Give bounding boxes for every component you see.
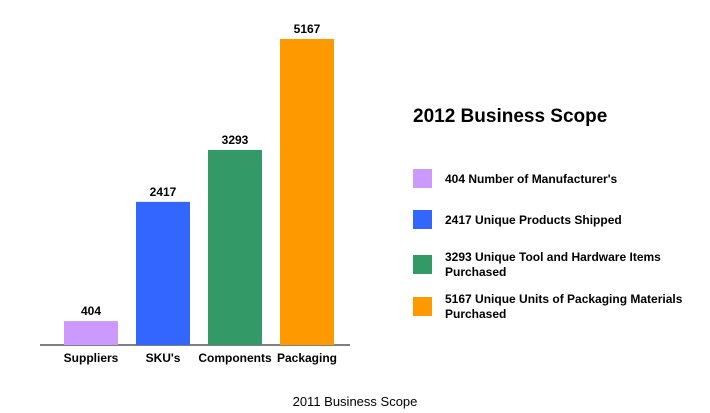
legend-label-suppliers: 404 Number of Manufacturer's bbox=[445, 172, 618, 186]
legend-label-packaging: 5167 Unique Units of Packaging Materials… bbox=[445, 292, 683, 321]
data-label-components: 3293 bbox=[222, 133, 249, 147]
data-label-sku-s: 2417 bbox=[150, 185, 177, 199]
legend-label-skus: 2417 Unique Products Shipped bbox=[445, 213, 622, 227]
legend-swatch-suppliers bbox=[413, 169, 432, 188]
tick-label-sku-s: SKU's bbox=[146, 351, 181, 365]
chart-caption: 2011 Business Scope bbox=[292, 394, 418, 409]
bars-group: 404 Suppliers 2417 SKU's 3293 Components 5167 P… bbox=[64, 22, 337, 365]
legend-swatch-packaging bbox=[413, 297, 432, 316]
bar-packaging bbox=[280, 39, 334, 345]
legend-title: 2012 Business Scope bbox=[413, 106, 608, 127]
legend-item-components: 3293 Unique Tool and Hardware Items Purc… bbox=[413, 250, 703, 290]
legend-item-suppliers: 404 Number of Manufacturer's bbox=[413, 166, 703, 206]
legend-label-components: 3293 Unique Tool and Hardware Items Purc… bbox=[445, 250, 661, 279]
tick-label-packaging: Packaging bbox=[277, 351, 337, 365]
legend-item-packaging: 5167 Unique Units of Packaging Materials… bbox=[413, 292, 703, 332]
bar-sku-s bbox=[136, 201, 190, 345]
legend-item-skus: 2417 Unique Products Shipped bbox=[413, 208, 703, 248]
bar-suppliers bbox=[64, 321, 118, 345]
data-label-suppliers: 404 bbox=[81, 304, 101, 318]
tick-label-suppliers: Suppliers bbox=[64, 351, 119, 365]
tick-label-components: Components bbox=[198, 351, 272, 365]
legend-swatch-skus bbox=[413, 210, 432, 229]
data-label-packaging: 5167 bbox=[294, 22, 321, 36]
bar-components bbox=[208, 149, 262, 345]
legend-swatch-components bbox=[413, 255, 432, 274]
